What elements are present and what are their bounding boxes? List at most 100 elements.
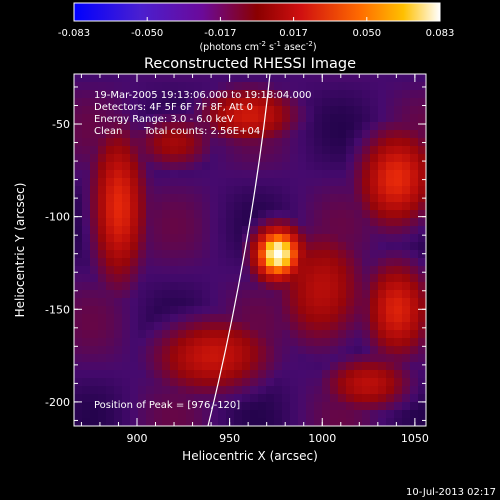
heatmap-cell bbox=[314, 242, 323, 251]
heatmap-cell bbox=[314, 338, 323, 347]
heatmap-cell bbox=[402, 138, 411, 147]
heatmap-cell bbox=[114, 266, 123, 275]
heatmap-cell bbox=[282, 402, 291, 411]
heatmap-cell bbox=[114, 170, 123, 179]
heatmap-cell bbox=[274, 290, 283, 299]
heatmap-cell bbox=[218, 106, 227, 115]
heatmap-cell bbox=[394, 298, 403, 307]
heatmap-cell bbox=[402, 130, 411, 139]
heatmap-cell bbox=[210, 266, 219, 275]
heatmap-cell bbox=[170, 154, 179, 163]
heatmap-cell bbox=[178, 338, 187, 347]
heatmap-cell bbox=[330, 410, 339, 419]
heatmap-cell bbox=[178, 114, 187, 123]
heatmap-cell bbox=[362, 314, 371, 323]
heatmap-cell bbox=[274, 370, 283, 379]
heatmap-cell bbox=[330, 226, 339, 235]
heatmap-cell bbox=[162, 314, 171, 323]
heatmap-cell bbox=[130, 378, 139, 387]
heatmap-cell bbox=[234, 250, 243, 259]
heatmap-cell bbox=[362, 306, 371, 315]
heatmap-cell bbox=[178, 218, 187, 227]
heatmap-cell bbox=[386, 122, 395, 131]
heatmap-cell bbox=[394, 210, 403, 219]
heatmap-cell bbox=[354, 202, 363, 211]
heatmap-cell bbox=[386, 362, 395, 371]
colorbar-tick-label: 0.050 bbox=[352, 28, 381, 39]
heatmap-cell bbox=[234, 354, 243, 363]
heatmap-cell bbox=[114, 386, 123, 395]
heatmap-cell bbox=[162, 386, 171, 395]
heatmap-cell bbox=[130, 258, 139, 267]
heatmap-cell bbox=[138, 402, 147, 411]
colorbar-ticks: -0.083 -0.050 -0.017 0.017 0.050 0.083 bbox=[58, 17, 454, 39]
heatmap-cell bbox=[346, 114, 355, 123]
heatmap-cell bbox=[394, 274, 403, 283]
heatmap-cell bbox=[218, 234, 227, 243]
heatmap-cell bbox=[106, 186, 115, 195]
heatmap-cell bbox=[90, 154, 99, 163]
heatmap-cell bbox=[194, 90, 203, 99]
heatmap-cell bbox=[274, 138, 283, 147]
heatmap-cell bbox=[210, 258, 219, 267]
heatmap-cell bbox=[370, 202, 379, 211]
heatmap-cell bbox=[370, 90, 379, 99]
heatmap-cell bbox=[346, 370, 355, 379]
heatmap-cell bbox=[354, 346, 363, 355]
heatmap-cell bbox=[226, 138, 235, 147]
heatmap-cell bbox=[418, 250, 426, 259]
heatmap-cell bbox=[306, 298, 315, 307]
heatmap-cell bbox=[338, 418, 347, 426]
heatmap-cell bbox=[242, 218, 251, 227]
heatmap-cell bbox=[322, 290, 331, 299]
heatmap-cell bbox=[122, 314, 131, 323]
heatmap-cell bbox=[242, 82, 251, 91]
solar-limb-curve bbox=[207, 73, 271, 427]
heatmap-cell bbox=[330, 186, 339, 195]
heatmap-cell bbox=[218, 330, 227, 339]
heatmap-cell bbox=[130, 162, 139, 171]
heatmap-cell bbox=[258, 234, 267, 243]
heatmap-cell bbox=[114, 162, 123, 171]
heatmap-cell bbox=[162, 194, 171, 203]
heatmap-cell bbox=[354, 410, 363, 419]
heatmap-cell bbox=[194, 402, 203, 411]
heatmap-cell bbox=[154, 186, 163, 195]
heatmap-cell bbox=[378, 322, 387, 331]
heatmap-cell bbox=[202, 130, 211, 139]
heatmap-cell bbox=[106, 322, 115, 331]
heatmap-cell bbox=[170, 114, 179, 123]
heatmap-cell bbox=[122, 410, 131, 419]
heatmap-cell bbox=[98, 282, 107, 291]
heatmap-cell bbox=[394, 410, 403, 419]
heatmap-cell bbox=[130, 146, 139, 155]
heatmap-cell bbox=[162, 282, 171, 291]
heatmap-cell bbox=[410, 290, 419, 299]
heatmap-cell bbox=[114, 90, 123, 99]
heatmap-cell bbox=[274, 418, 283, 426]
heatmap-cell bbox=[354, 362, 363, 371]
heatmap-cell bbox=[370, 298, 379, 307]
heatmap-cell bbox=[202, 418, 211, 426]
heatmap-cell bbox=[306, 386, 315, 395]
heatmap-cell bbox=[266, 314, 275, 323]
heatmap-cell bbox=[138, 298, 147, 307]
heatmap-cell bbox=[354, 218, 363, 227]
heatmap-cell bbox=[298, 418, 307, 426]
heatmap-cell bbox=[330, 106, 339, 115]
heatmap-cell bbox=[386, 330, 395, 339]
heatmap-cell bbox=[378, 106, 387, 115]
heatmap-cell bbox=[90, 98, 99, 107]
heatmap-cell bbox=[322, 298, 331, 307]
heatmap-cell bbox=[290, 82, 299, 91]
heatmap-cell bbox=[402, 74, 411, 83]
heatmap-cell bbox=[258, 402, 267, 411]
heatmap-cell bbox=[234, 330, 243, 339]
heatmap-cell bbox=[98, 410, 107, 419]
heatmap-cell bbox=[146, 122, 155, 131]
heatmap-cell bbox=[402, 106, 411, 115]
heatmap-cell bbox=[154, 218, 163, 227]
heatmap-cell bbox=[378, 266, 387, 275]
heatmap-cell bbox=[122, 194, 131, 203]
heatmap-cell bbox=[154, 330, 163, 339]
